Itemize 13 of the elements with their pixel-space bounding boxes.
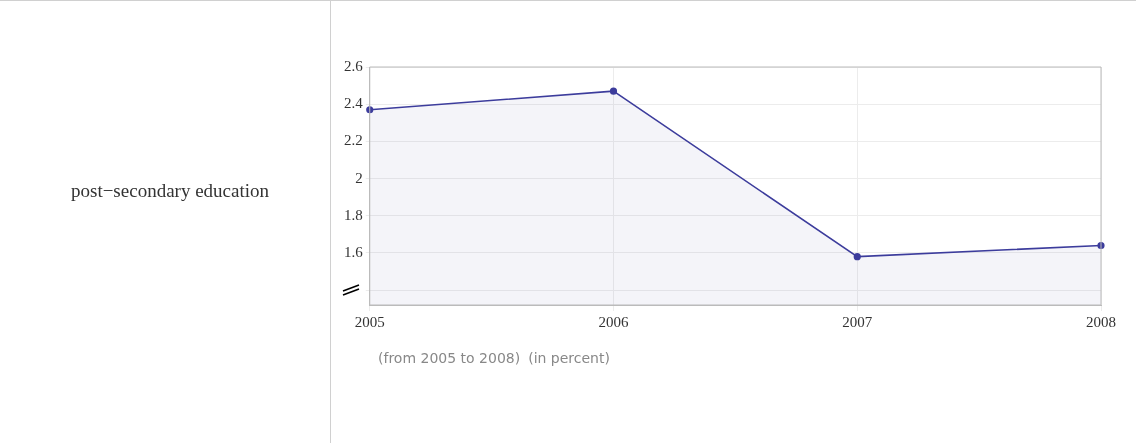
x-tick-label: 2005 xyxy=(354,313,385,330)
y-tick-label: 1.6 xyxy=(344,243,364,260)
text: (in percent) xyxy=(528,350,610,366)
y-tick-label: 2 xyxy=(355,169,363,186)
y-tick-label: 2.4 xyxy=(344,95,364,112)
y-tick-label: 2.2 xyxy=(344,132,363,149)
y-tick-label: 1.8 xyxy=(344,206,363,223)
x-tick-label: 2008 xyxy=(1086,313,1116,330)
text: (from 2005 to 2008) xyxy=(378,350,521,366)
x-tick-label: 2006 xyxy=(598,313,629,330)
y-axis-title: post−secondary education xyxy=(70,180,270,202)
x-tick-label: 2007 xyxy=(842,313,873,330)
y-tick-label: 2.6 xyxy=(344,57,364,74)
